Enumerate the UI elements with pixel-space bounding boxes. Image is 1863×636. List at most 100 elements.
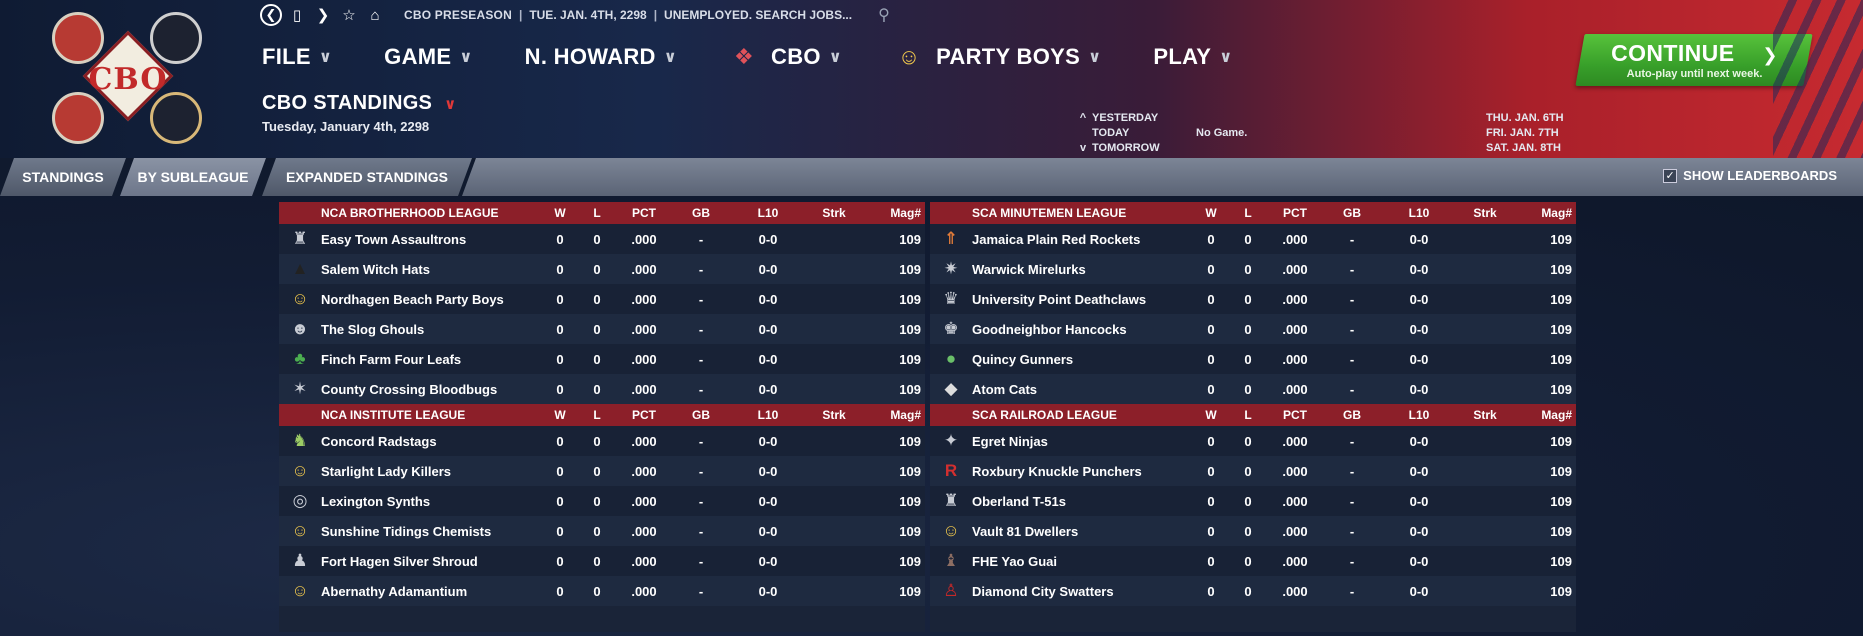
column-header-l10[interactable]: L10 bbox=[757, 206, 779, 220]
table-row[interactable]: ✷ Warwick Mirelurks 0 0 .000 - 0-0 109 bbox=[930, 254, 1576, 284]
search-icon[interactable]: ⚲ bbox=[878, 7, 890, 24]
team-name[interactable]: Atom Cats bbox=[972, 381, 1038, 397]
team-logo[interactable]: ♣ bbox=[279, 347, 321, 371]
column-header-w[interactable]: W bbox=[554, 408, 566, 422]
table-row[interactable]: ☺ Vault 81 Dwellers 0 0 .000 - 0-0 109 bbox=[930, 516, 1576, 546]
tab-expanded-standings[interactable]: EXPANDED STANDINGS bbox=[262, 158, 472, 196]
column-header-l10[interactable]: L10 bbox=[1408, 408, 1430, 422]
team-logo[interactable]: ✦ bbox=[930, 429, 972, 453]
schedule-row-today[interactable]: TODAY No Game. FRI. JAN. 7TH bbox=[1074, 125, 1564, 140]
team-name[interactable]: Finch Farm Four Leafs bbox=[321, 351, 462, 367]
table-row[interactable]: ☺ Abernathy Adamantium 0 0 .000 - 0-0 109 bbox=[279, 576, 925, 606]
team-logo[interactable]: ♜ bbox=[279, 227, 321, 251]
team-name[interactable]: Concord Radstags bbox=[321, 433, 437, 449]
table-row[interactable]: ♝ FHE Yao Guai 0 0 .000 - 0-0 109 bbox=[930, 546, 1576, 576]
table-row[interactable]: ♞ Concord Radstags 0 0 .000 - 0-0 109 bbox=[279, 426, 925, 456]
nav-play[interactable]: PLAY ∨ bbox=[1153, 44, 1232, 70]
column-header-mag[interactable]: Mag# bbox=[1541, 206, 1572, 220]
team-name[interactable]: Quincy Gunners bbox=[972, 351, 1074, 367]
table-row[interactable]: ☺ Nordhagen Beach Party Boys 0 0 .000 - 0-0 109 bbox=[279, 284, 925, 314]
column-header-pct[interactable]: PCT bbox=[1283, 408, 1307, 422]
team-name[interactable]: County Crossing Bloodbugs bbox=[321, 381, 498, 397]
league-name[interactable]: NCA INSTITUTE LEAGUE bbox=[321, 408, 466, 422]
table-row[interactable]: ☺ Sunshine Tidings Chemists 0 0 .000 - 0-0 109 bbox=[279, 516, 925, 546]
column-header-strk[interactable]: Strk bbox=[822, 408, 846, 422]
team-logo[interactable]: ☺ bbox=[279, 459, 321, 483]
status-job[interactable]: UNEMPLOYED. SEARCH JOBS... bbox=[664, 8, 853, 22]
team-logo[interactable]: ◆ bbox=[930, 377, 972, 401]
team-logo[interactable]: ♚ bbox=[930, 317, 972, 341]
nav-file[interactable]: FILE ∨ bbox=[262, 44, 332, 70]
forward-icon[interactable]: ❯ bbox=[316, 7, 330, 24]
table-row[interactable]: ✦ Egret Ninjas 0 0 .000 - 0-0 109 bbox=[930, 426, 1576, 456]
column-header-gb[interactable]: GB bbox=[1343, 408, 1361, 422]
team-name[interactable]: Oberland T-51s bbox=[972, 493, 1066, 509]
column-header-l10[interactable]: L10 bbox=[1408, 206, 1430, 220]
table-row[interactable]: ♟ Fort Hagen Silver Shroud 0 0 .000 - 0-0 109 bbox=[279, 546, 925, 576]
column-header-strk[interactable]: Strk bbox=[1473, 408, 1497, 422]
team-logo[interactable]: ⇑ bbox=[930, 227, 972, 251]
team-name[interactable]: Nordhagen Beach Party Boys bbox=[321, 291, 504, 307]
column-header-l10[interactable]: L10 bbox=[757, 408, 779, 422]
schedule-row-tomorrow[interactable]: v TOMORROW SAT. JAN. 8TH bbox=[1074, 140, 1564, 155]
column-header-pct[interactable]: PCT bbox=[632, 408, 656, 422]
team-name[interactable]: Easy Town Assaultrons bbox=[321, 231, 467, 247]
column-header-mag[interactable]: Mag# bbox=[890, 206, 921, 220]
team-name[interactable]: Abernathy Adamantium bbox=[321, 583, 468, 599]
column-header-pct[interactable]: PCT bbox=[632, 206, 656, 220]
table-row[interactable]: ◆ Atom Cats 0 0 .000 - 0-0 109 bbox=[930, 374, 1576, 404]
table-row[interactable]: ♣ Finch Farm Four Leafs 0 0 .000 - 0-0 109 bbox=[279, 344, 925, 374]
league-name[interactable]: NCA BROTHERHOOD LEAGUE bbox=[321, 206, 499, 220]
team-name[interactable]: The Slog Ghouls bbox=[321, 321, 425, 337]
table-row[interactable]: ♚ Goodneighbor Hancocks 0 0 .000 - 0-0 109 bbox=[930, 314, 1576, 344]
team-logo[interactable]: ♜ bbox=[930, 489, 972, 513]
table-row[interactable]: ● Quincy Gunners 0 0 .000 - 0-0 109 bbox=[930, 344, 1576, 374]
team-name[interactable]: Starlight Lady Killers bbox=[321, 463, 452, 479]
nav-team[interactable]: ☺ PARTY BOYS ∨ bbox=[894, 42, 1101, 72]
table-row[interactable]: ♙ Diamond City Swatters 0 0 .000 - 0-0 109 bbox=[930, 576, 1576, 606]
team-logo[interactable]: ● bbox=[930, 347, 972, 371]
team-logo[interactable]: ✶ bbox=[279, 377, 321, 401]
nav-game[interactable]: GAME ∨ bbox=[384, 44, 473, 70]
home-icon[interactable]: ⌂ bbox=[370, 6, 380, 24]
table-row[interactable]: ▲ Salem Witch Hats 0 0 .000 - 0-0 109 bbox=[279, 254, 925, 284]
table-row[interactable]: ◎ Lexington Synths 0 0 .000 - 0-0 109 bbox=[279, 486, 925, 516]
star-icon[interactable]: ☆ bbox=[342, 7, 356, 24]
column-header-w[interactable]: W bbox=[1205, 206, 1217, 220]
table-row[interactable]: ♜ Easy Town Assaultrons 0 0 .000 - 0-0 109 bbox=[279, 224, 925, 254]
column-header-l[interactable]: L bbox=[593, 206, 601, 220]
team-name[interactable]: Vault 81 Dwellers bbox=[972, 523, 1079, 539]
team-name[interactable]: Roxbury Knuckle Punchers bbox=[972, 463, 1142, 479]
table-row[interactable]: ♜ Oberland T-51s 0 0 .000 - 0-0 109 bbox=[930, 486, 1576, 516]
team-name[interactable]: Goodneighbor Hancocks bbox=[972, 321, 1127, 337]
league-name[interactable]: SCA RAILROAD LEAGUE bbox=[972, 408, 1117, 422]
column-header-pct[interactable]: PCT bbox=[1283, 206, 1307, 220]
team-logo[interactable]: ♙ bbox=[930, 579, 972, 603]
column-header-gb[interactable]: GB bbox=[692, 408, 710, 422]
team-logo[interactable]: ♟ bbox=[279, 549, 321, 573]
team-logo[interactable]: ☻ bbox=[279, 317, 321, 341]
column-header-gb[interactable]: GB bbox=[1343, 206, 1361, 220]
team-logo[interactable]: ✷ bbox=[930, 257, 972, 281]
team-logo[interactable]: ☺ bbox=[279, 287, 321, 311]
column-header-mag[interactable]: Mag# bbox=[890, 408, 921, 422]
team-logo[interactable]: ☺ bbox=[279, 579, 321, 603]
column-header-l[interactable]: L bbox=[1244, 206, 1252, 220]
table-row[interactable]: R Roxbury Knuckle Punchers 0 0 .000 - 0-0 109 bbox=[930, 456, 1576, 486]
column-header-l[interactable]: L bbox=[593, 408, 601, 422]
page-title[interactable]: CBO STANDINGS ∨ bbox=[262, 92, 457, 115]
team-name[interactable]: Lexington Synths bbox=[321, 493, 431, 509]
team-logo[interactable]: ▲ bbox=[279, 257, 321, 281]
table-row[interactable]: ☻ The Slog Ghouls 0 0 .000 - 0-0 109 bbox=[279, 314, 925, 344]
nav-manager[interactable]: N. HOWARD ∨ bbox=[525, 44, 677, 70]
nav-league[interactable]: ❖ CBO ∨ bbox=[729, 42, 842, 72]
team-name[interactable]: Jamaica Plain Red Rockets bbox=[972, 231, 1141, 247]
team-name[interactable]: Salem Witch Hats bbox=[321, 261, 430, 277]
tab-standings[interactable]: STANDINGS bbox=[0, 158, 126, 196]
team-name[interactable]: Warwick Mirelurks bbox=[972, 261, 1086, 277]
table-row[interactable]: ⇑ Jamaica Plain Red Rockets 0 0 .000 - 0-0 109 bbox=[930, 224, 1576, 254]
column-header-w[interactable]: W bbox=[554, 206, 566, 220]
table-row[interactable]: ✶ County Crossing Bloodbugs 0 0 .000 - 0-0 109 bbox=[279, 374, 925, 404]
team-name[interactable]: FHE Yao Guai bbox=[972, 553, 1058, 569]
team-name[interactable]: Fort Hagen Silver Shroud bbox=[321, 553, 478, 569]
